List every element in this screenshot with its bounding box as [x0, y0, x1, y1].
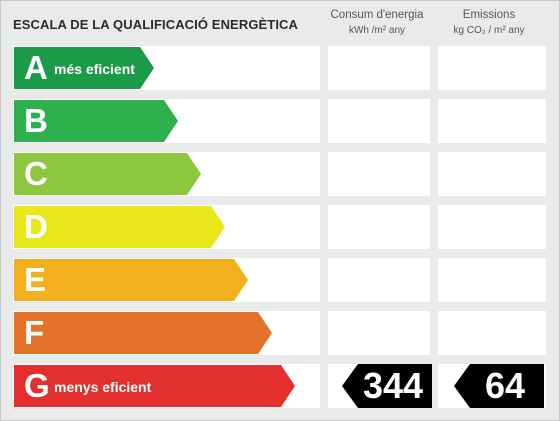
- consum-cell-b: [328, 99, 430, 143]
- rating-bar-d: D: [14, 206, 225, 248]
- rating-letter: C: [24, 155, 48, 192]
- emissions-result-badge: 64: [454, 364, 544, 408]
- emissions-cell-a: [438, 46, 546, 90]
- rating-bar-c: C: [14, 153, 201, 195]
- rating-letter: E: [24, 261, 47, 298]
- rating-letter: F: [24, 314, 45, 351]
- consum-header: Consum d'energia kWh /m² any: [326, 8, 428, 38]
- consum-cell-c: [328, 152, 430, 196]
- consum-result-badge-value: 344: [362, 365, 424, 406]
- scale-title: ESCALA DE LA QUALIFICACIÓ ENERGÈTICA: [13, 17, 299, 32]
- rating-letter: D: [24, 208, 48, 245]
- rating-letter: A: [24, 49, 48, 86]
- consum-result-badge: 344: [342, 364, 432, 408]
- rating-letter: G: [24, 367, 50, 404]
- emissions-cell-e: [438, 258, 546, 302]
- rating-bar-f: F: [14, 312, 272, 354]
- emissions-label: Emissions: [462, 9, 516, 21]
- emissions-cell-b: [438, 99, 546, 143]
- emissions-cell-c: [438, 152, 546, 196]
- emissions-unit: kg CO₂ / m² any: [453, 25, 525, 36]
- consum-label: Consum d'energia: [330, 9, 424, 21]
- consum-cell-f: [328, 311, 430, 355]
- rating-bar-b: B: [14, 100, 178, 142]
- consum-cell-d: [328, 205, 430, 249]
- rating-letter: B: [24, 102, 48, 139]
- rating-description: més eficient: [54, 61, 135, 77]
- rating-description: menys eficient: [54, 379, 152, 395]
- consum-unit: kWh /m² any: [348, 25, 406, 36]
- consum-cell-a: [328, 46, 430, 90]
- rating-bar-e: E: [14, 259, 248, 301]
- emissions-cell-f: [438, 311, 546, 355]
- emissions-header: Emissions kg CO₂ / m² any: [438, 8, 540, 38]
- emissions-result-badge-value: 64: [484, 365, 526, 406]
- emissions-cell-d: [438, 205, 546, 249]
- consum-cell-e: [328, 258, 430, 302]
